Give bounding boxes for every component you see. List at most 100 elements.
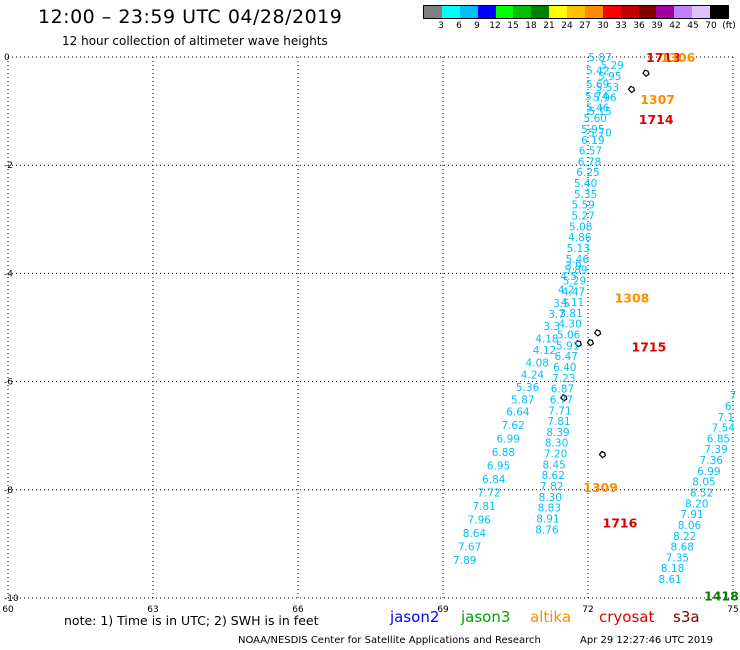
swh-value: 5.06 xyxy=(557,330,581,342)
generated-timestamp: Apr 29 12:27:46 UTC 2019 xyxy=(580,635,713,646)
color-swatch xyxy=(656,6,675,18)
pass-time-label: 1307 xyxy=(640,92,675,107)
swh-value: 5.96 xyxy=(593,93,617,105)
color-swatch xyxy=(674,6,693,18)
color-scale-label: 9 xyxy=(474,21,480,31)
swh-value: 5.74 xyxy=(585,91,609,103)
swh-value: 6.99 xyxy=(497,433,520,445)
y-tick-label: -8 xyxy=(4,486,13,496)
swh-value: 6.64 xyxy=(506,406,530,418)
swh-value: 3.9 xyxy=(565,260,582,272)
swh-value: 8.68 xyxy=(671,542,694,554)
color-swatch xyxy=(638,6,657,18)
swh-value: 8.83 xyxy=(538,503,561,515)
swh-value: 8.45 xyxy=(542,459,565,471)
swh-value: 4.86 xyxy=(568,232,592,244)
swh-value: 7.36 xyxy=(700,455,724,467)
pass-time-label: 1714 xyxy=(639,112,674,127)
swh-value: 6.85 xyxy=(707,433,730,445)
swh-value: 7.81 xyxy=(472,501,495,513)
swh-value: 6.25 xyxy=(576,167,599,179)
x-tick-label: 72 xyxy=(582,605,593,615)
x-tick-label: 66 xyxy=(292,605,304,615)
swh-value: 8.39 xyxy=(546,427,569,439)
swh-value: 6.19 xyxy=(581,135,604,147)
swh-value: 5.27 xyxy=(571,211,594,223)
color-swatch xyxy=(477,6,496,18)
color-swatch xyxy=(513,6,532,18)
swh-value: 4.2 xyxy=(558,285,575,297)
color-scale-label: 15 xyxy=(507,21,519,31)
swh-value: 7.54 xyxy=(712,423,736,435)
legend-cryosat: cryosat xyxy=(599,608,655,626)
color-swatch xyxy=(549,6,567,18)
color-scale-label: 21 xyxy=(543,21,555,31)
color-swatch xyxy=(441,6,460,18)
swh-value: 5.15 xyxy=(588,106,611,118)
x-tick-label: 63 xyxy=(147,605,158,615)
map-title: 12:00 – 23:59 UTC 04/28/2019 xyxy=(38,6,343,28)
swh-value: 6.88 xyxy=(492,447,515,459)
y-tick-label: 0 xyxy=(4,53,10,63)
swh-value: 7.81 xyxy=(547,416,570,428)
swh-value: 5.29 xyxy=(563,275,586,287)
pass-time-label: 1418 xyxy=(704,588,739,603)
swh-value: 5.42 xyxy=(586,66,609,78)
pass-time-label: 1308 xyxy=(615,291,650,306)
swh-value: 6 xyxy=(725,401,732,413)
swh-value: 8.22 xyxy=(673,531,696,543)
swh-value: 4.24 xyxy=(521,370,545,382)
island-outline xyxy=(627,85,636,94)
color-swatch xyxy=(692,6,710,18)
color-swatch xyxy=(495,6,514,18)
swh-value: 7.20 xyxy=(544,449,567,461)
swh-value: 7.89 xyxy=(453,555,476,567)
swh-value: 4.12 xyxy=(533,345,556,357)
y-tick-label: -10 xyxy=(4,594,19,604)
swh-value: 5.46 xyxy=(586,102,610,114)
pass-time-label: 1306 xyxy=(661,50,696,65)
color-scale-label: 70 xyxy=(705,21,717,31)
x-tick-label: 60 xyxy=(2,605,14,615)
swh-value: 7.39 xyxy=(704,444,727,456)
swh-value: 5.59 xyxy=(571,200,594,212)
swh-value: 7.23 xyxy=(552,373,575,385)
swh-value: 8.05 xyxy=(692,477,715,489)
credit-text: NOAA/NESDIS Center for Satellite Applica… xyxy=(238,635,541,646)
swh-value: 7.62 xyxy=(501,420,524,432)
swh-value: 5.89 xyxy=(564,265,587,277)
legend-jason3: jason3 xyxy=(461,608,511,626)
swh-value: 7.82 xyxy=(540,481,563,493)
color-scale-label: 12 xyxy=(489,21,501,31)
island-outline xyxy=(642,69,650,78)
swh-value: 6.47 xyxy=(555,351,578,363)
color-scale-label: 6 xyxy=(456,21,462,31)
x-tick-label: 75 xyxy=(727,605,738,615)
swh-value: 8.06 xyxy=(678,520,702,532)
map-grid xyxy=(7,56,734,599)
swh-value: 6.84 xyxy=(482,474,506,486)
swh-value: 7.1 xyxy=(717,412,734,424)
color-scale-label: (ft) xyxy=(722,21,736,31)
swh-value: 5.13 xyxy=(567,243,590,255)
swh-value: 6.57 xyxy=(579,146,602,158)
swh-value: 5.95 xyxy=(598,71,621,83)
pass-time-label: 1309 xyxy=(583,480,618,495)
color-scale-label: 3 xyxy=(438,21,444,31)
swh-values: 5.875.425.695.745.465.605.956.196.576.78… xyxy=(453,52,736,586)
swh-value: 7.96 xyxy=(468,515,492,527)
color-scale-bar xyxy=(423,5,729,19)
swh-value: 3.7 xyxy=(548,309,565,321)
swh-value: 8.20 xyxy=(685,498,708,510)
swh-value: 5.40 xyxy=(574,178,597,190)
swh-value: 8.76 xyxy=(535,524,559,536)
color-scale-label: 36 xyxy=(633,21,645,31)
swh-value: 4.47 xyxy=(562,286,585,298)
swh-value: 6.87 xyxy=(551,384,574,396)
color-swatch xyxy=(567,6,585,18)
swh-value: 4.30 xyxy=(558,319,581,331)
x-tick-label: 69 xyxy=(437,605,449,615)
color-scale-label: 18 xyxy=(525,21,537,31)
color-swatch xyxy=(424,6,442,18)
